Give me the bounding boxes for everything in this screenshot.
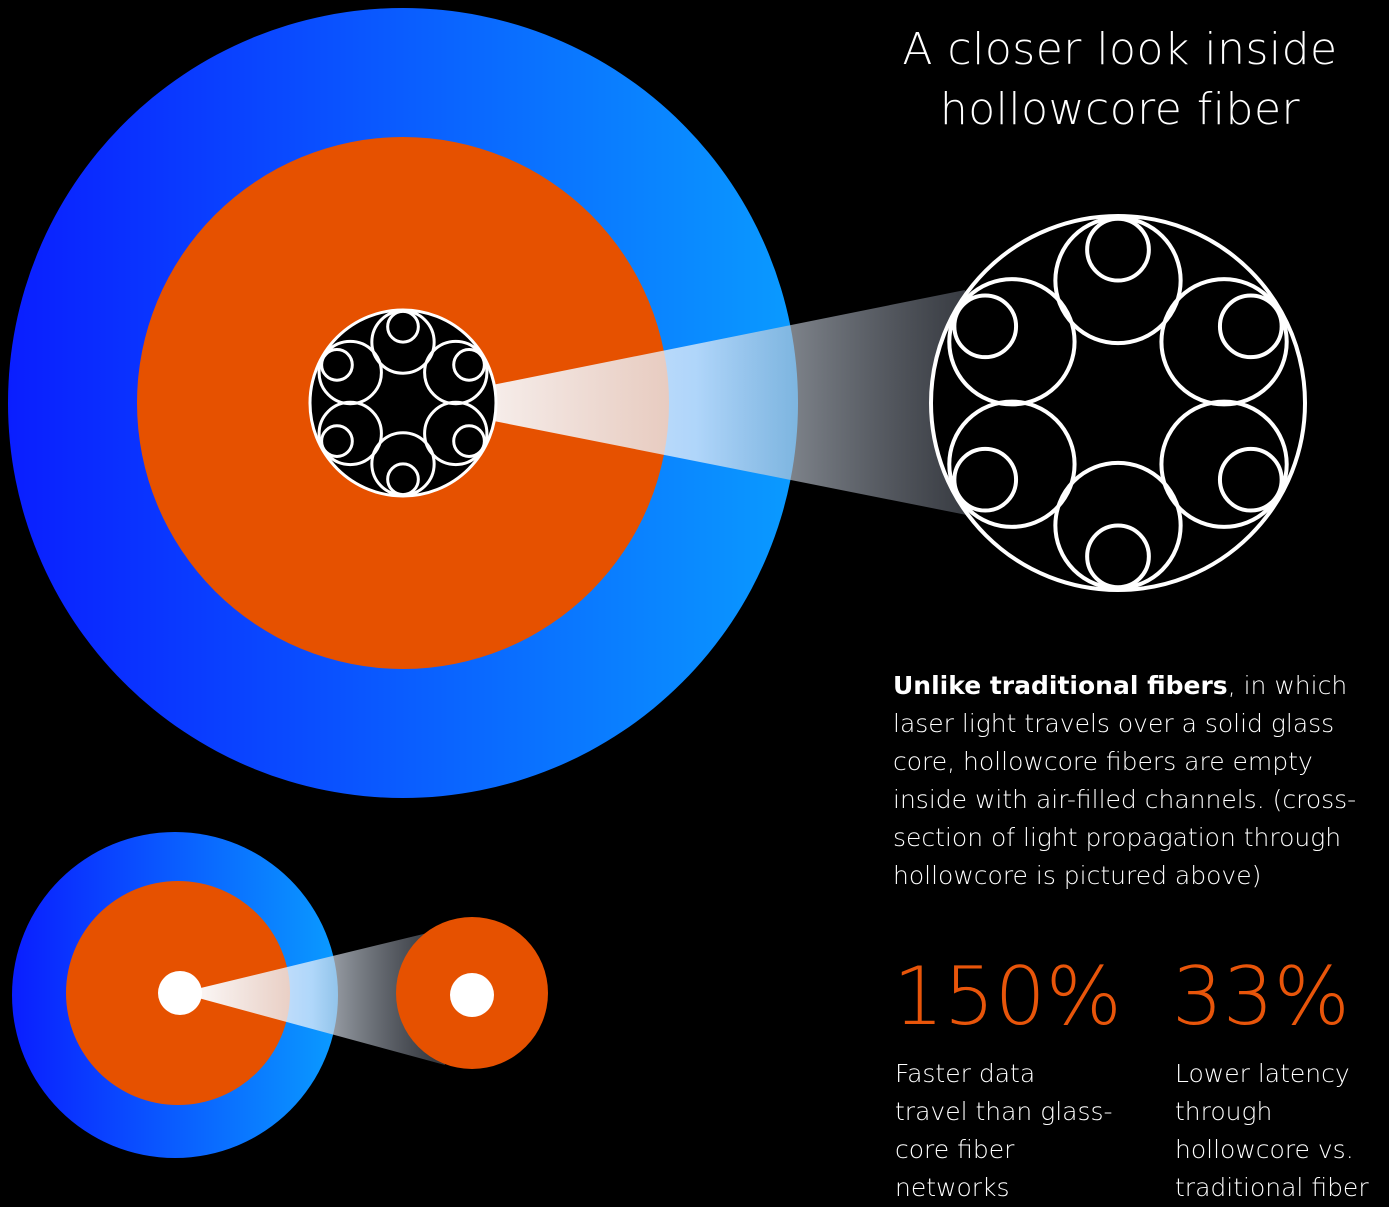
channel-inner (952, 293, 1019, 360)
zoom-beam-small (180, 930, 445, 1065)
solid-core-magnified (450, 973, 494, 1017)
zoom-beam (403, 290, 992, 520)
description-bold: Unlike traditional fibers (893, 671, 1228, 700)
channel-inner (1085, 216, 1151, 283)
channel-inner (952, 446, 1019, 513)
channel-inner (320, 348, 354, 382)
channel (423, 400, 489, 467)
stat-label: Lower latency through hollowcore vs. tra… (1175, 1059, 1369, 1202)
channel (1159, 399, 1289, 529)
channel-inner (1217, 446, 1284, 513)
channel-inner (1217, 293, 1284, 360)
channel-inner (386, 462, 420, 497)
channel-inner (452, 348, 486, 382)
stat-figure: 33% (1172, 950, 1350, 1043)
channel-inner (386, 309, 420, 344)
channel-inner (320, 424, 354, 458)
stat-label: Faster data travel than glass-core fiber… (895, 1059, 1113, 1202)
description-text: , in which laser light travels over a so… (893, 671, 1357, 890)
core-outline (929, 214, 1307, 592)
title: A closer look inside hollowcore fiber (902, 24, 1338, 135)
channel (947, 399, 1077, 529)
channel (947, 277, 1077, 407)
channel-inner (1085, 523, 1151, 590)
stat-figure: 150% (893, 950, 1122, 1043)
channel-inner (452, 424, 486, 458)
channel (1159, 277, 1289, 407)
core-outline (308, 308, 498, 498)
core-small (308, 308, 498, 498)
solid-core (158, 971, 202, 1015)
description: Unlike traditional fibers, in which lase… (893, 667, 1385, 895)
core-magnified (929, 214, 1307, 592)
channel (317, 339, 383, 406)
